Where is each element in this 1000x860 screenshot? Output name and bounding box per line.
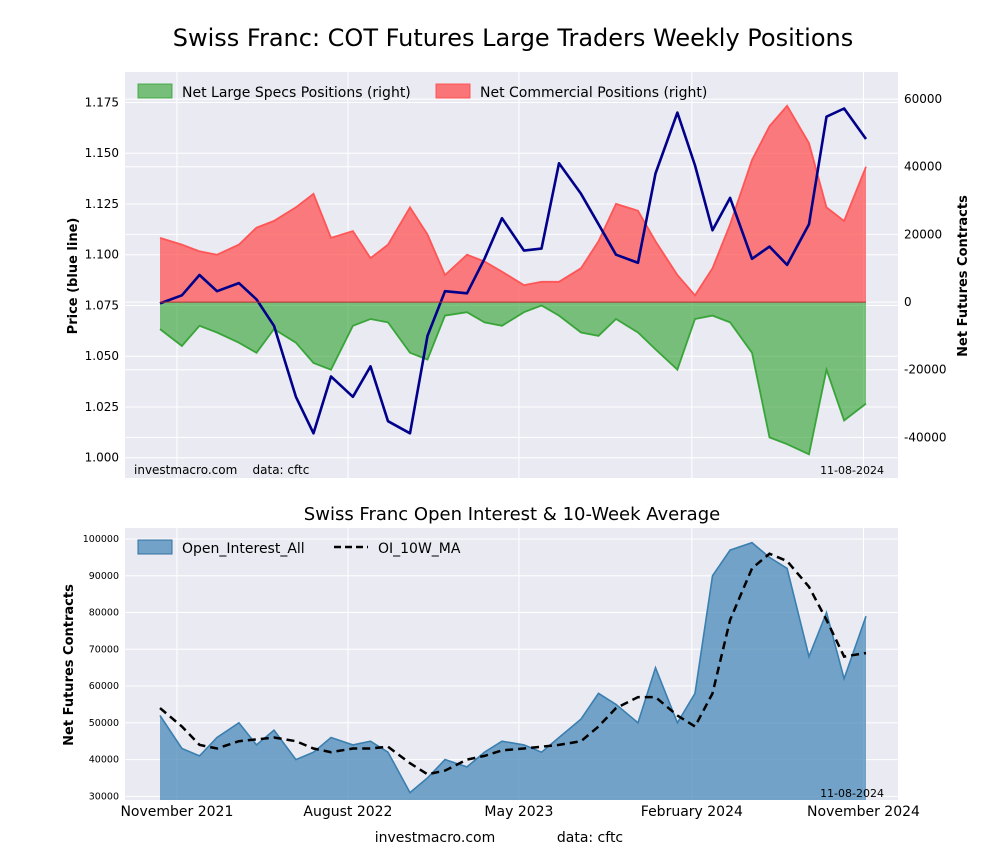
right-tick-label: -20000 [904, 363, 947, 377]
oi-tick-label: 90000 [89, 571, 119, 582]
left-tick-label: 1.050 [85, 349, 119, 363]
legend-swatch-open-interest [137, 539, 173, 555]
right-tick-label: 0 [904, 295, 912, 309]
footer-site: investmacro.com [375, 830, 495, 846]
oi-date-label: 11-08-2024 [820, 787, 884, 800]
open-interest-chart: 30000 40000 50000 60000 70000 80000 90000 10000… [62, 528, 920, 820]
left-tick-label: 1.075 [85, 298, 119, 312]
x-tick-label: November 2024 [807, 804, 920, 820]
open-interest-area [160, 542, 866, 800]
oi-legend: Open_Interest_All OI_10W_MA [137, 539, 461, 557]
left-tick-label: 1.150 [85, 146, 119, 160]
oi-tick-label: 70000 [89, 644, 119, 655]
left-tick-label: 1.025 [85, 400, 119, 414]
large-specs-line [159, 304, 867, 456]
commercial-area [160, 105, 866, 303]
oi-tick-label: 50000 [89, 718, 119, 729]
x-tick-label: May 2023 [484, 804, 553, 820]
footer-data-source: data: cftc [557, 830, 623, 846]
right-tick-label: 20000 [904, 227, 942, 241]
left-tick-label: 1.125 [85, 197, 119, 211]
x-tick-label: November 2021 [120, 804, 233, 820]
x-tick-label: February 2024 [641, 804, 743, 820]
oi-chart-title: Swiss Franc Open Interest & 10-Week Aver… [304, 504, 720, 525]
oi-tick-label: 60000 [89, 681, 119, 692]
left-tick-label: 1.175 [85, 95, 119, 109]
positions-chart: 1.000 1.025 1.050 1.075 1.100 1.125 1.150 1.175… [66, 72, 971, 478]
oi-axis-label: Net Futures Contracts [62, 584, 77, 746]
commercial-line [159, 104, 867, 297]
right-tick-label: -40000 [904, 430, 947, 444]
oi-tick-label: 30000 [89, 791, 119, 802]
legend-swatch-commercial [435, 83, 471, 99]
left-tick-label: 1.000 [85, 451, 119, 465]
left-tick-label: 1.100 [85, 248, 119, 262]
legend-label-ma: OI_10W_MA [378, 541, 461, 557]
large-specs-area [160, 302, 866, 455]
legend-label-commercial: Net Commercial Positions (right) [480, 85, 707, 101]
oi-tick-label: 40000 [89, 755, 119, 766]
price-line [159, 107, 868, 435]
open-interest-line [159, 541, 867, 794]
positions-date-label: 11-08-2024 [820, 464, 884, 477]
legend-swatch-large-specs [137, 83, 173, 99]
right-tick-label: 40000 [904, 160, 942, 174]
positions-legend: Net Large Specs Positions (right) Net Co… [137, 83, 707, 101]
right-axis-label: Net Futures Contracts [956, 195, 971, 357]
oi-tick-label: 100000 [83, 534, 119, 545]
legend-label-open-interest: Open_Interest_All [182, 541, 305, 557]
ma-line [159, 552, 867, 776]
right-tick-label: 60000 [904, 92, 942, 106]
x-tick-label: August 2022 [303, 804, 392, 820]
oi-tick-label: 80000 [89, 608, 119, 619]
legend-label-large-specs: Net Large Specs Positions (right) [182, 85, 411, 101]
positions-watermark: investmacro.com data: cftc [134, 463, 309, 477]
main-title: Swiss Franc: COT Futures Large Traders W… [173, 24, 853, 52]
left-axis-label: Price (blue line) [66, 218, 81, 335]
